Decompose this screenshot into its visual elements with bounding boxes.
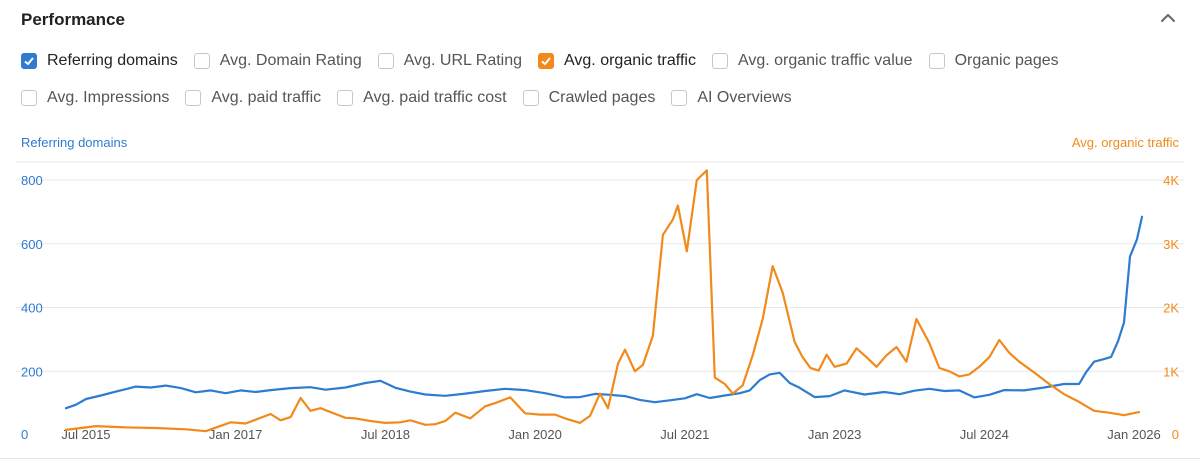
organic-traffic-line — [64, 169, 1141, 433]
left-tick-label: 600 — [21, 237, 43, 252]
checkbox-ai-overviews[interactable]: AI Overviews — [671, 89, 792, 107]
checkbox-label: Avg. paid traffic — [211, 89, 322, 106]
checkbox-unchecked-icon — [337, 90, 354, 106]
right-axis-title: Avg. organic traffic — [1071, 135, 1179, 150]
checkbox-organic-pages[interactable]: Organic pages — [928, 52, 1059, 70]
checkbox-avg-paid-traffic-cost[interactable]: Avg. paid traffic cost — [337, 89, 507, 107]
x-tick-label: Jul 2021 — [660, 427, 709, 442]
x-tick-label: Jan 2023 — [808, 427, 862, 442]
checkbox-avg-impressions[interactable]: Avg. Impressions — [21, 89, 169, 107]
checkbox-unchecked-icon — [671, 90, 688, 106]
checkbox-label: Avg. Domain Rating — [219, 52, 362, 69]
checkbox-crawled-pages[interactable]: Crawled pages — [522, 89, 656, 107]
checkbox-avg-organic-traffic[interactable]: Avg. organic traffic — [538, 52, 696, 70]
left-tick-label: 800 — [21, 173, 43, 188]
checkbox-label: Avg. paid traffic cost — [363, 89, 507, 106]
panel-bottom-divider — [0, 458, 1200, 459]
collapse-chevron-icon[interactable] — [1158, 8, 1178, 28]
checkbox-unchecked-icon — [185, 90, 202, 106]
checkbox-avg-organic-traffic-value[interactable]: Avg. organic traffic value — [711, 52, 913, 70]
x-tick-label: Jul 2018 — [361, 427, 410, 442]
checkbox-avg-paid-traffic[interactable]: Avg. paid traffic — [185, 89, 321, 107]
checkbox-unchecked-icon — [21, 90, 37, 106]
right-tick-label: 0 — [1172, 427, 1179, 442]
checkbox-label: Organic pages — [954, 52, 1059, 69]
checkbox-avg-domain-rating[interactable]: Avg. Domain Rating — [193, 52, 362, 70]
checkbox-label: Crawled pages — [548, 89, 656, 106]
checkbox-unchecked-icon — [377, 53, 394, 69]
checkbox-avg-url-rating[interactable]: Avg. URL Rating — [377, 52, 523, 70]
checkbox-label: Avg. organic traffic — [564, 52, 696, 69]
right-tick-label: 4K — [1163, 173, 1179, 188]
left-axis-title: Referring domains — [21, 135, 128, 150]
checkbox-label: Avg. Impressions — [47, 89, 170, 106]
x-tick-label: Jan 2020 — [508, 427, 562, 442]
metric-checkbox-row-2: Avg. Impressions Avg. paid traffic Avg. … — [21, 89, 808, 107]
checkbox-label: Avg. organic traffic value — [737, 52, 913, 69]
checkbox-referring-domains[interactable]: Referring domains — [21, 52, 178, 70]
x-tick-label: Jul 2015 — [61, 427, 110, 442]
right-tick-label: 2K — [1163, 301, 1179, 316]
checkbox-checked-icon — [538, 53, 555, 69]
x-tick-label: Jul 2024 — [960, 427, 1009, 442]
checkbox-unchecked-icon — [711, 53, 728, 69]
metric-checkbox-row-1: Referring domains Avg. Domain Rating Avg… — [21, 52, 1075, 70]
checkbox-unchecked-icon — [522, 90, 539, 106]
checkbox-unchecked-icon — [928, 53, 945, 69]
x-tick-label: Jan 2026 — [1107, 427, 1161, 442]
right-tick-label: 1K — [1163, 364, 1179, 379]
checkbox-label: Referring domains — [47, 52, 178, 69]
left-tick-label: 400 — [21, 301, 43, 316]
referring-domains-line — [64, 215, 1144, 410]
panel-title: Performance — [21, 10, 125, 29]
left-tick-label: 200 — [21, 364, 43, 379]
right-tick-label: 3K — [1163, 237, 1179, 252]
checkbox-unchecked-icon — [193, 53, 210, 69]
checkbox-label: AI Overviews — [697, 89, 792, 106]
x-tick-label: Jan 2017 — [209, 427, 263, 442]
checkbox-checked-icon — [21, 53, 37, 69]
checkbox-label: Avg. URL Rating — [403, 52, 523, 69]
left-tick-label: 0 — [21, 427, 28, 442]
